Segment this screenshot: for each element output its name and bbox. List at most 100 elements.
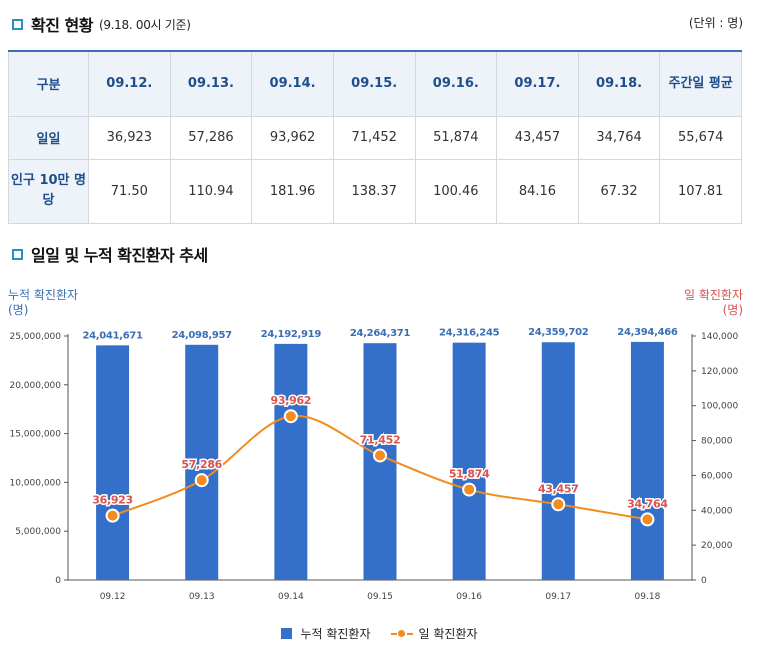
header-cell: 09.14. <box>251 50 334 117</box>
line-data-label: 36,923 <box>92 494 133 507</box>
legend-item-daily: 일 확진환자 <box>390 625 478 642</box>
bar-data-label: 24,316,245 <box>439 328 500 339</box>
row-header: 인구 10만 명 당 <box>8 158 89 224</box>
right-tick-label: 100,000 <box>701 402 738 412</box>
bar-data-label: 24,394,466 <box>617 327 678 338</box>
x-tick-label: 09.15 <box>367 592 393 602</box>
trend-chart: 누적 확진환자 (명) 일 확진환자 (명) 0 5,000,000 10,000,… <box>0 280 759 653</box>
table-header-row: 구분 09.12. 09.13. 09.14. 09.15. 09.16. 09… <box>8 50 742 117</box>
left-tick-label: 0 <box>55 576 61 586</box>
status-table: 구분 09.12. 09.13. 09.14. 09.15. 09.16. 09… <box>8 50 742 224</box>
table-cell: 107.81 <box>659 158 742 224</box>
line-point-daily <box>551 497 566 512</box>
line-data-label: 51,874 <box>449 468 490 481</box>
table-cell: 100.46 <box>414 158 498 224</box>
table-cell: 55,674 <box>659 115 742 160</box>
left-axis-title-text: 누적 확진환자 <box>8 288 79 302</box>
table-cell: 71.50 <box>88 158 171 224</box>
table-cell: 110.94 <box>169 158 253 224</box>
header-cell: 09.12. <box>88 50 171 117</box>
square-bullet-icon <box>12 18 23 30</box>
legend-label: 일 확진환자 <box>418 627 478 641</box>
right-tick-label: 40,000 <box>701 506 733 516</box>
legend-label: 누적 확진환자 <box>300 627 371 641</box>
table-cell: 57,286 <box>169 115 253 160</box>
bar-cumulative <box>452 342 486 580</box>
left-axis-title: 누적 확진환자 (명) <box>8 288 78 318</box>
table-cell: 43,457 <box>496 115 579 160</box>
x-tick-label: 09.17 <box>545 592 571 602</box>
bar-data-label: 24,192,919 <box>261 329 322 340</box>
status-title: 확진 현황 <box>31 16 93 35</box>
x-tick-label: 09.12 <box>100 592 126 602</box>
right-tick-label: 60,000 <box>701 471 733 481</box>
status-section-header: 확진 현황 (9.18. 00시 기준) <box>12 12 191 36</box>
legend-bar-swatch <box>281 628 293 639</box>
trend-section-header: 일일 및 누적 확진환자 추세 <box>12 242 208 266</box>
table-cell: 181.96 <box>251 158 334 224</box>
x-tick-label: 09.14 <box>278 592 304 602</box>
left-tick-label: 25,000,000 <box>9 332 61 342</box>
bar-data-label: 24,098,957 <box>172 330 233 341</box>
line-point-daily <box>462 482 477 497</box>
table-cell: 36,923 <box>88 115 171 160</box>
header-cell: 09.18. <box>577 50 661 117</box>
legend-item-cumulative: 누적 확진환자 <box>281 625 371 642</box>
x-tick-label: 09.13 <box>189 592 215 602</box>
header-cell: 구분 <box>8 50 89 117</box>
left-tick-label: 20,000,000 <box>9 381 61 391</box>
table-cell: 84.16 <box>496 158 579 224</box>
left-tick-label: 10,000,000 <box>9 478 61 488</box>
bar-cumulative <box>274 343 308 580</box>
chart-legend: 누적 확진환자 일 확진환자 <box>0 625 759 642</box>
table-cell: 51,874 <box>414 115 498 160</box>
line-point-daily <box>194 473 209 488</box>
left-tick-label: 15,000,000 <box>9 430 61 440</box>
right-tick-label: 120,000 <box>701 367 738 377</box>
left-tick-label: 5,000,000 <box>15 527 61 537</box>
bar-data-label: 24,041,671 <box>82 330 143 341</box>
line-data-label: 93,962 <box>271 394 312 407</box>
bar-data-label: 24,264,371 <box>350 328 411 339</box>
unit-label: (단위 : 명) <box>688 16 743 30</box>
bar-cumulative <box>185 344 219 580</box>
bar-cumulative <box>630 341 664 580</box>
header-cell: 09.16. <box>414 50 498 117</box>
table-cell: 67.32 <box>577 158 661 224</box>
line-data-label: 34,764 <box>627 497 668 510</box>
table-row: 인구 10만 명 당 71.50 110.94 181.96 138.37 10… <box>8 158 742 224</box>
line-data-label: 43,457 <box>538 482 579 495</box>
right-axis-title: 일 확진환자 (명) <box>684 288 743 318</box>
right-tick-label: 80,000 <box>701 437 733 447</box>
table-cell: 138.37 <box>332 158 416 224</box>
chart-plot: 0 5,000,000 10,000,000 15,000,000 20,000,000… <box>9 327 738 602</box>
line-point-daily <box>640 512 655 527</box>
square-bullet-icon <box>12 248 23 260</box>
line-point-daily <box>105 508 120 523</box>
bar-cumulative <box>96 345 130 580</box>
table-cell: 34,764 <box>577 115 661 160</box>
left-axis-unit: (명) <box>8 303 29 317</box>
header-cell: 주간일 평균 <box>659 50 742 117</box>
line-data-label: 57,286 <box>181 458 222 471</box>
header-cell: 09.15. <box>332 50 416 117</box>
right-tick-label: 140,000 <box>701 332 738 342</box>
table-cell: 93,962 <box>251 115 334 160</box>
header-cell: 09.13. <box>169 50 253 117</box>
legend-line-swatch <box>390 628 413 639</box>
header-cell: 09.17. <box>496 50 579 117</box>
line-point-daily <box>373 448 387 463</box>
table-cell: 71,452 <box>332 115 416 160</box>
table-row: 일일 36,923 57,286 93,962 71,452 51,874 43… <box>8 115 742 160</box>
row-header: 일일 <box>8 115 89 160</box>
status-subtitle: (9.18. 00시 기준) <box>98 17 191 32</box>
right-axis-title-text: 일 확진환자 <box>683 288 743 302</box>
bar-cumulative <box>541 342 575 580</box>
right-axis-unit: (명) <box>722 303 743 317</box>
x-tick-label: 09.16 <box>456 592 482 602</box>
right-tick-label: 20,000 <box>701 541 733 551</box>
right-tick-label: 0 <box>701 576 707 586</box>
bar-data-label: 24,359,702 <box>528 327 589 338</box>
x-tick-label: 09.18 <box>635 592 661 602</box>
line-data-label: 71,452 <box>360 433 401 446</box>
